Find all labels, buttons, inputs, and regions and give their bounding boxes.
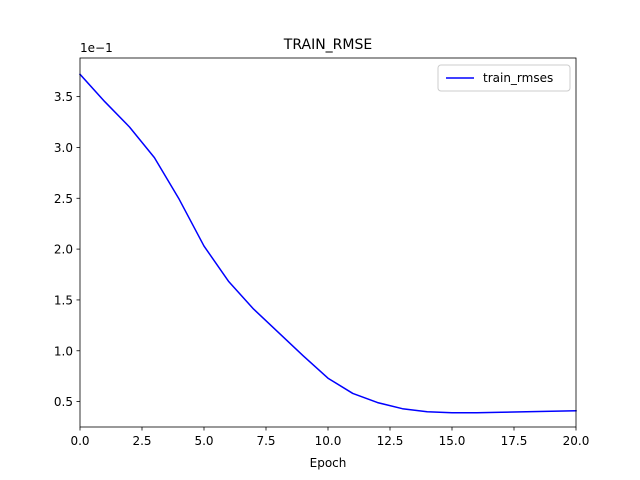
- y-tick-label: 0.5: [54, 395, 73, 409]
- x-tick-label: 15.0: [439, 434, 466, 448]
- plot-frame: [79, 57, 577, 428]
- y-axis-ticks: 0.5 1.0 1.5 2.0 2.5 3.0 3.5: [54, 90, 80, 409]
- y-tick-label: 3.0: [54, 141, 73, 155]
- x-tick-label: 7.5: [256, 434, 275, 448]
- legend-box: [437, 64, 571, 92]
- x-tick-label: 20.0: [563, 434, 590, 448]
- plot-area: [78, 57, 577, 428]
- legend: train_rmses: [437, 64, 571, 92]
- x-axis-ticks: 0.0 2.5 5.0 7.5 10.0 12.5 15.0 17.5 20.0: [70, 427, 589, 448]
- y-tick-label: 2.0: [54, 243, 73, 257]
- x-tick-label: 5.0: [194, 434, 213, 448]
- series-line-train-rmses: [78, 73, 577, 414]
- x-tick-label: 2.5: [132, 434, 151, 448]
- x-tick-label: 0.0: [70, 434, 89, 448]
- chart-title: TRAIN_RMSE: [283, 37, 372, 53]
- y-tick-label: 1.5: [54, 293, 73, 307]
- x-tick-label: 10.0: [315, 434, 342, 448]
- x-tick-label: 17.5: [501, 434, 528, 448]
- legend-label-train-rmses: train_rmses: [483, 71, 553, 85]
- x-tick-label: 12.5: [377, 434, 404, 448]
- y-tick-label: 3.5: [54, 90, 73, 104]
- x-axis-label: Epoch: [310, 456, 347, 470]
- y-tick-label: 2.5: [54, 192, 73, 206]
- y-tick-label: 1.0: [54, 344, 73, 358]
- y-offset-text: 1e−1: [80, 41, 113, 55]
